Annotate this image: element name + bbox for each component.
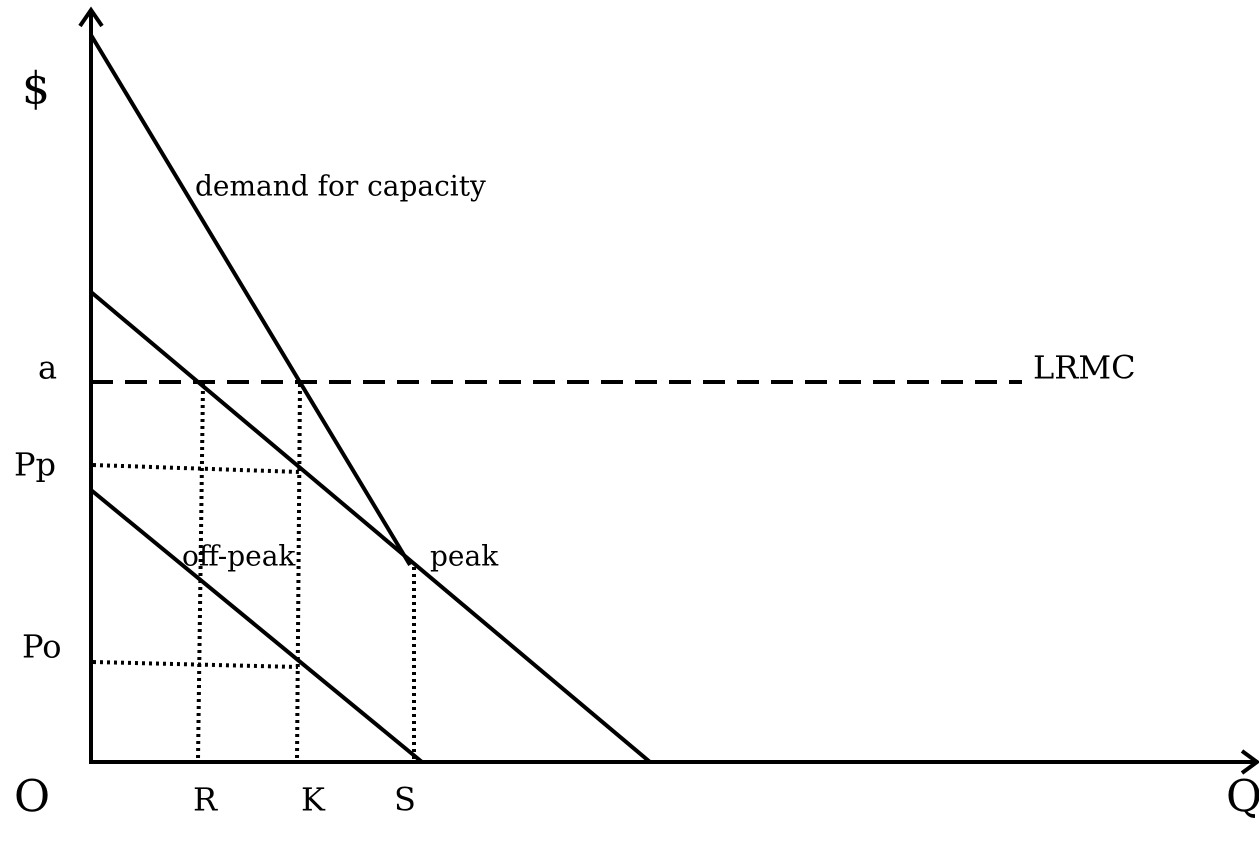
quantity-label: S bbox=[394, 781, 416, 819]
y-axis-arrow bbox=[78, 6, 104, 28]
origin-label: O bbox=[14, 772, 50, 823]
capacity-demand-curve bbox=[89, 33, 412, 567]
quantity-label: K bbox=[301, 781, 326, 819]
k-guide bbox=[295, 383, 302, 761]
price-label: Pp bbox=[14, 446, 56, 484]
x-axis-label: Q bbox=[1226, 772, 1259, 823]
curve-label: peak bbox=[430, 540, 499, 573]
off-peak-demand-curve bbox=[89, 488, 424, 764]
price-label: a bbox=[38, 349, 57, 387]
curve-label: off-peak bbox=[182, 540, 296, 573]
pp-guide bbox=[92, 463, 301, 474]
po-guide bbox=[92, 660, 299, 669]
x-axis-arrow bbox=[1240, 749, 1259, 775]
peak-demand-curve bbox=[89, 290, 652, 764]
y-axis-label: $ bbox=[22, 64, 50, 115]
curve-label: LRMC bbox=[1033, 349, 1136, 387]
curve-label: demand for capacity bbox=[195, 170, 486, 203]
quantity-label: R bbox=[193, 781, 218, 819]
price-label: Po bbox=[22, 628, 62, 666]
